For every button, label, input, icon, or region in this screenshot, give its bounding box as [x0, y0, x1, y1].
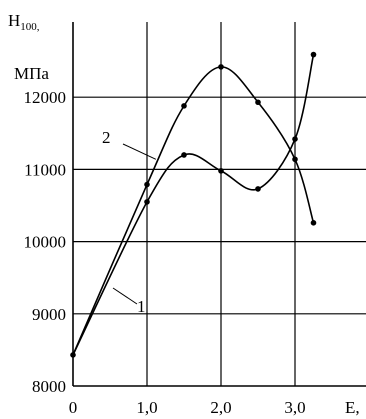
y-axis-label: H100,: [8, 11, 40, 33]
series-2-line: [72, 66, 315, 356]
series-2-point: [181, 103, 187, 109]
series-1-point: [292, 136, 298, 142]
series-2-label: 2: [102, 128, 111, 147]
y-axis-label-subscript: 100,: [20, 21, 40, 33]
y-axis-label-main: H: [8, 11, 20, 30]
x-tick-label: 3,0: [284, 398, 305, 417]
x-axis-label: E,: [345, 398, 360, 417]
y-tick-label: 12000: [24, 88, 67, 107]
series-2-point: [218, 64, 224, 70]
y-tick-label: 11000: [24, 160, 66, 179]
series-2-point: [310, 220, 317, 226]
series-2-leader: [122, 143, 157, 160]
axes: [72, 22, 366, 387]
series-1-point: [181, 152, 187, 158]
series-2-point: [292, 156, 298, 163]
y-axis-unit: МПа: [14, 64, 49, 83]
series-labels: 2 1: [102, 128, 157, 316]
series-2-point: [144, 181, 150, 188]
tick-labels: 8000 9000 10000 11000 12000 0 1,0 2,0 3,0: [24, 88, 306, 417]
series-1-point: [255, 186, 261, 192]
series-1-point: [144, 199, 150, 205]
series-1-point: [218, 168, 224, 174]
series-1-line: [72, 54, 315, 356]
grid: [73, 22, 366, 386]
series-1-leader: [112, 287, 138, 305]
x-tick-label: 2,0: [210, 398, 231, 417]
series-1-point: [310, 51, 317, 58]
y-tick-label: 9000: [32, 305, 66, 324]
y-tick-label: 10000: [24, 233, 67, 252]
x-tick-label: 1,0: [136, 398, 157, 417]
series-group: [70, 51, 317, 358]
x-tick-label: 0: [69, 398, 78, 417]
series-2-point: [255, 99, 261, 106]
y-tick-label: 8000: [32, 377, 66, 396]
series-1-label: 1: [137, 297, 146, 316]
